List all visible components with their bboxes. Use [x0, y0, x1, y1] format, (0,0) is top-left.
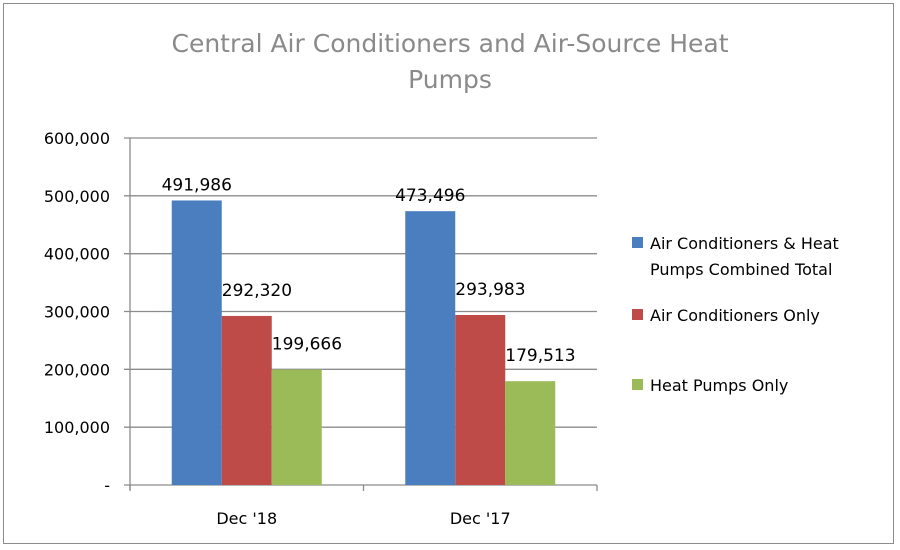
y-tick-label: - — [104, 476, 110, 495]
x-tick-label: Dec '18 — [216, 509, 277, 528]
legend-swatch — [632, 379, 643, 390]
y-tick-label: 300,000 — [44, 303, 110, 322]
legend-label: Air Conditioners Only — [650, 306, 820, 325]
chart-frame — [3, 3, 894, 544]
bar — [505, 381, 556, 485]
bar — [405, 211, 456, 485]
bar — [455, 314, 506, 485]
legend-label: Air Conditioners & Heat — [650, 234, 839, 253]
chart-title: Pumps — [408, 65, 492, 94]
legend-swatch — [632, 309, 643, 320]
chart-title: Central Air Conditioners and Air-Source … — [171, 29, 728, 58]
bar — [171, 200, 222, 486]
y-tick-label: 400,000 — [44, 245, 110, 264]
data-label: 179,513 — [505, 346, 575, 366]
bar — [221, 315, 272, 485]
legend-label: Pumps Combined Total — [650, 260, 832, 279]
y-tick-label: 500,000 — [44, 187, 110, 206]
y-tick-label: 600,000 — [44, 129, 110, 148]
data-label: 473,496 — [395, 186, 465, 206]
bar — [271, 369, 322, 485]
legend-swatch — [632, 237, 643, 248]
data-label: 292,320 — [222, 281, 292, 301]
data-label: 491,986 — [162, 175, 232, 195]
data-label: 293,983 — [455, 280, 525, 300]
data-label: 199,666 — [272, 335, 342, 355]
x-tick-label: Dec '17 — [450, 509, 511, 528]
y-tick-label: 200,000 — [44, 360, 110, 379]
legend-label: Heat Pumps Only — [650, 376, 788, 395]
y-tick-label: 100,000 — [44, 418, 110, 437]
